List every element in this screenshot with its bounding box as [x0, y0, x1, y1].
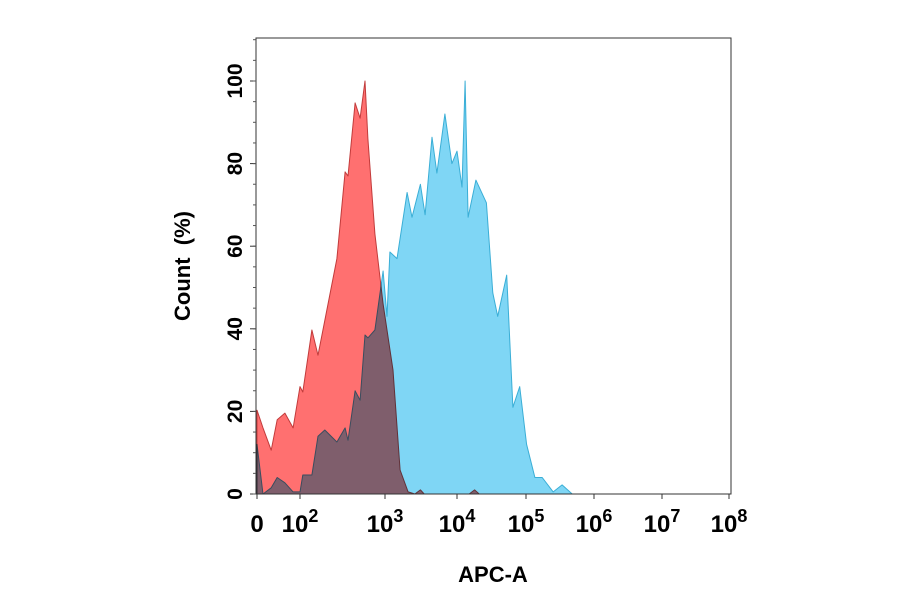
y-axis: 0 20 40 60 80 100 [224, 39, 256, 500]
y-tick-label: 80 [224, 152, 247, 175]
y-axis-label: Count (%) [170, 211, 195, 321]
x-axis: 0 102 103 104 105 106 107 108 [250, 494, 747, 538]
x-tick-label: 103 [367, 506, 404, 538]
histogram-negative [256, 80, 480, 495]
plot-frame [255, 37, 732, 495]
y-tick-label: 0 [224, 488, 247, 500]
x-tick-label: 105 [508, 506, 545, 538]
plot-area [256, 80, 584, 495]
y-tick-label: 60 [224, 235, 247, 258]
y-tick-label: 40 [224, 317, 247, 340]
x-tick-label: 107 [644, 506, 681, 538]
x-tick-label: 106 [576, 506, 613, 538]
x-tick-label: 0 [250, 511, 263, 538]
x-tick-label: 102 [282, 506, 319, 538]
y-tick-label: 20 [224, 400, 247, 423]
x-axis-label: APC-A [458, 562, 528, 587]
x-tick-label: 108 [711, 506, 748, 538]
x-tick-label: 104 [439, 506, 476, 538]
y-tick-label: 100 [224, 63, 247, 98]
